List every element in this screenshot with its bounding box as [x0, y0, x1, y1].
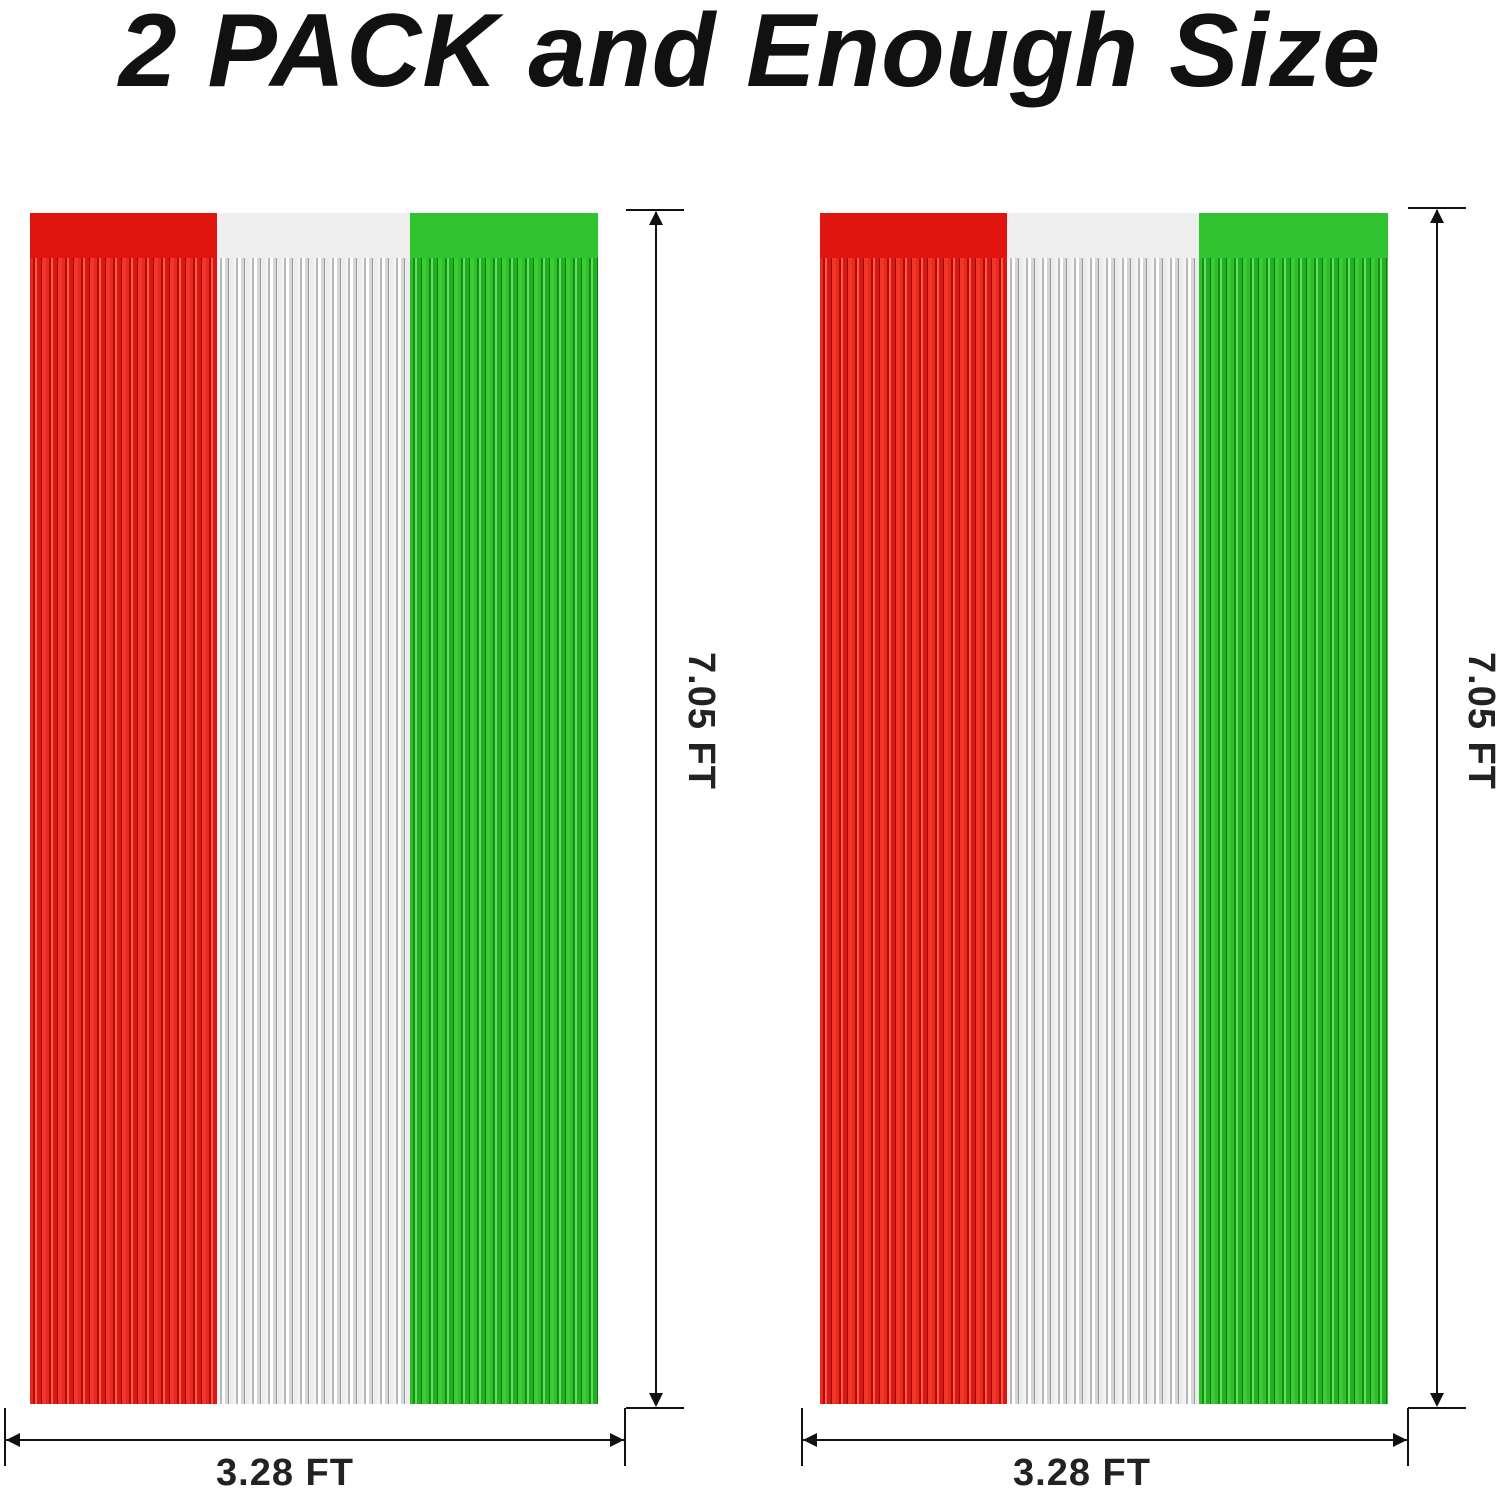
red-header-band [820, 213, 1007, 258]
silver-fringe [1007, 258, 1199, 1404]
width-label: 3.28 FT [1013, 1452, 1151, 1494]
silver-fringe [217, 258, 410, 1404]
green-header-band [1199, 213, 1388, 258]
red-fringe [30, 258, 217, 1404]
width-label: 3.28 FT [216, 1452, 354, 1494]
curtain-2 [820, 213, 1388, 1404]
green-header-band [410, 213, 598, 258]
silver-header-band [1007, 213, 1199, 258]
headline: 2 PACK and Enough Size [118, 0, 1382, 109]
green-fringe [1199, 258, 1388, 1404]
curtain-1 [30, 213, 598, 1404]
red-fringe [820, 258, 1007, 1404]
height-label: 7.05 FT [680, 652, 722, 790]
red-header-band [30, 213, 217, 258]
height-label: 7.05 FT [1460, 652, 1500, 790]
green-fringe [410, 258, 598, 1404]
silver-header-band [217, 213, 410, 258]
